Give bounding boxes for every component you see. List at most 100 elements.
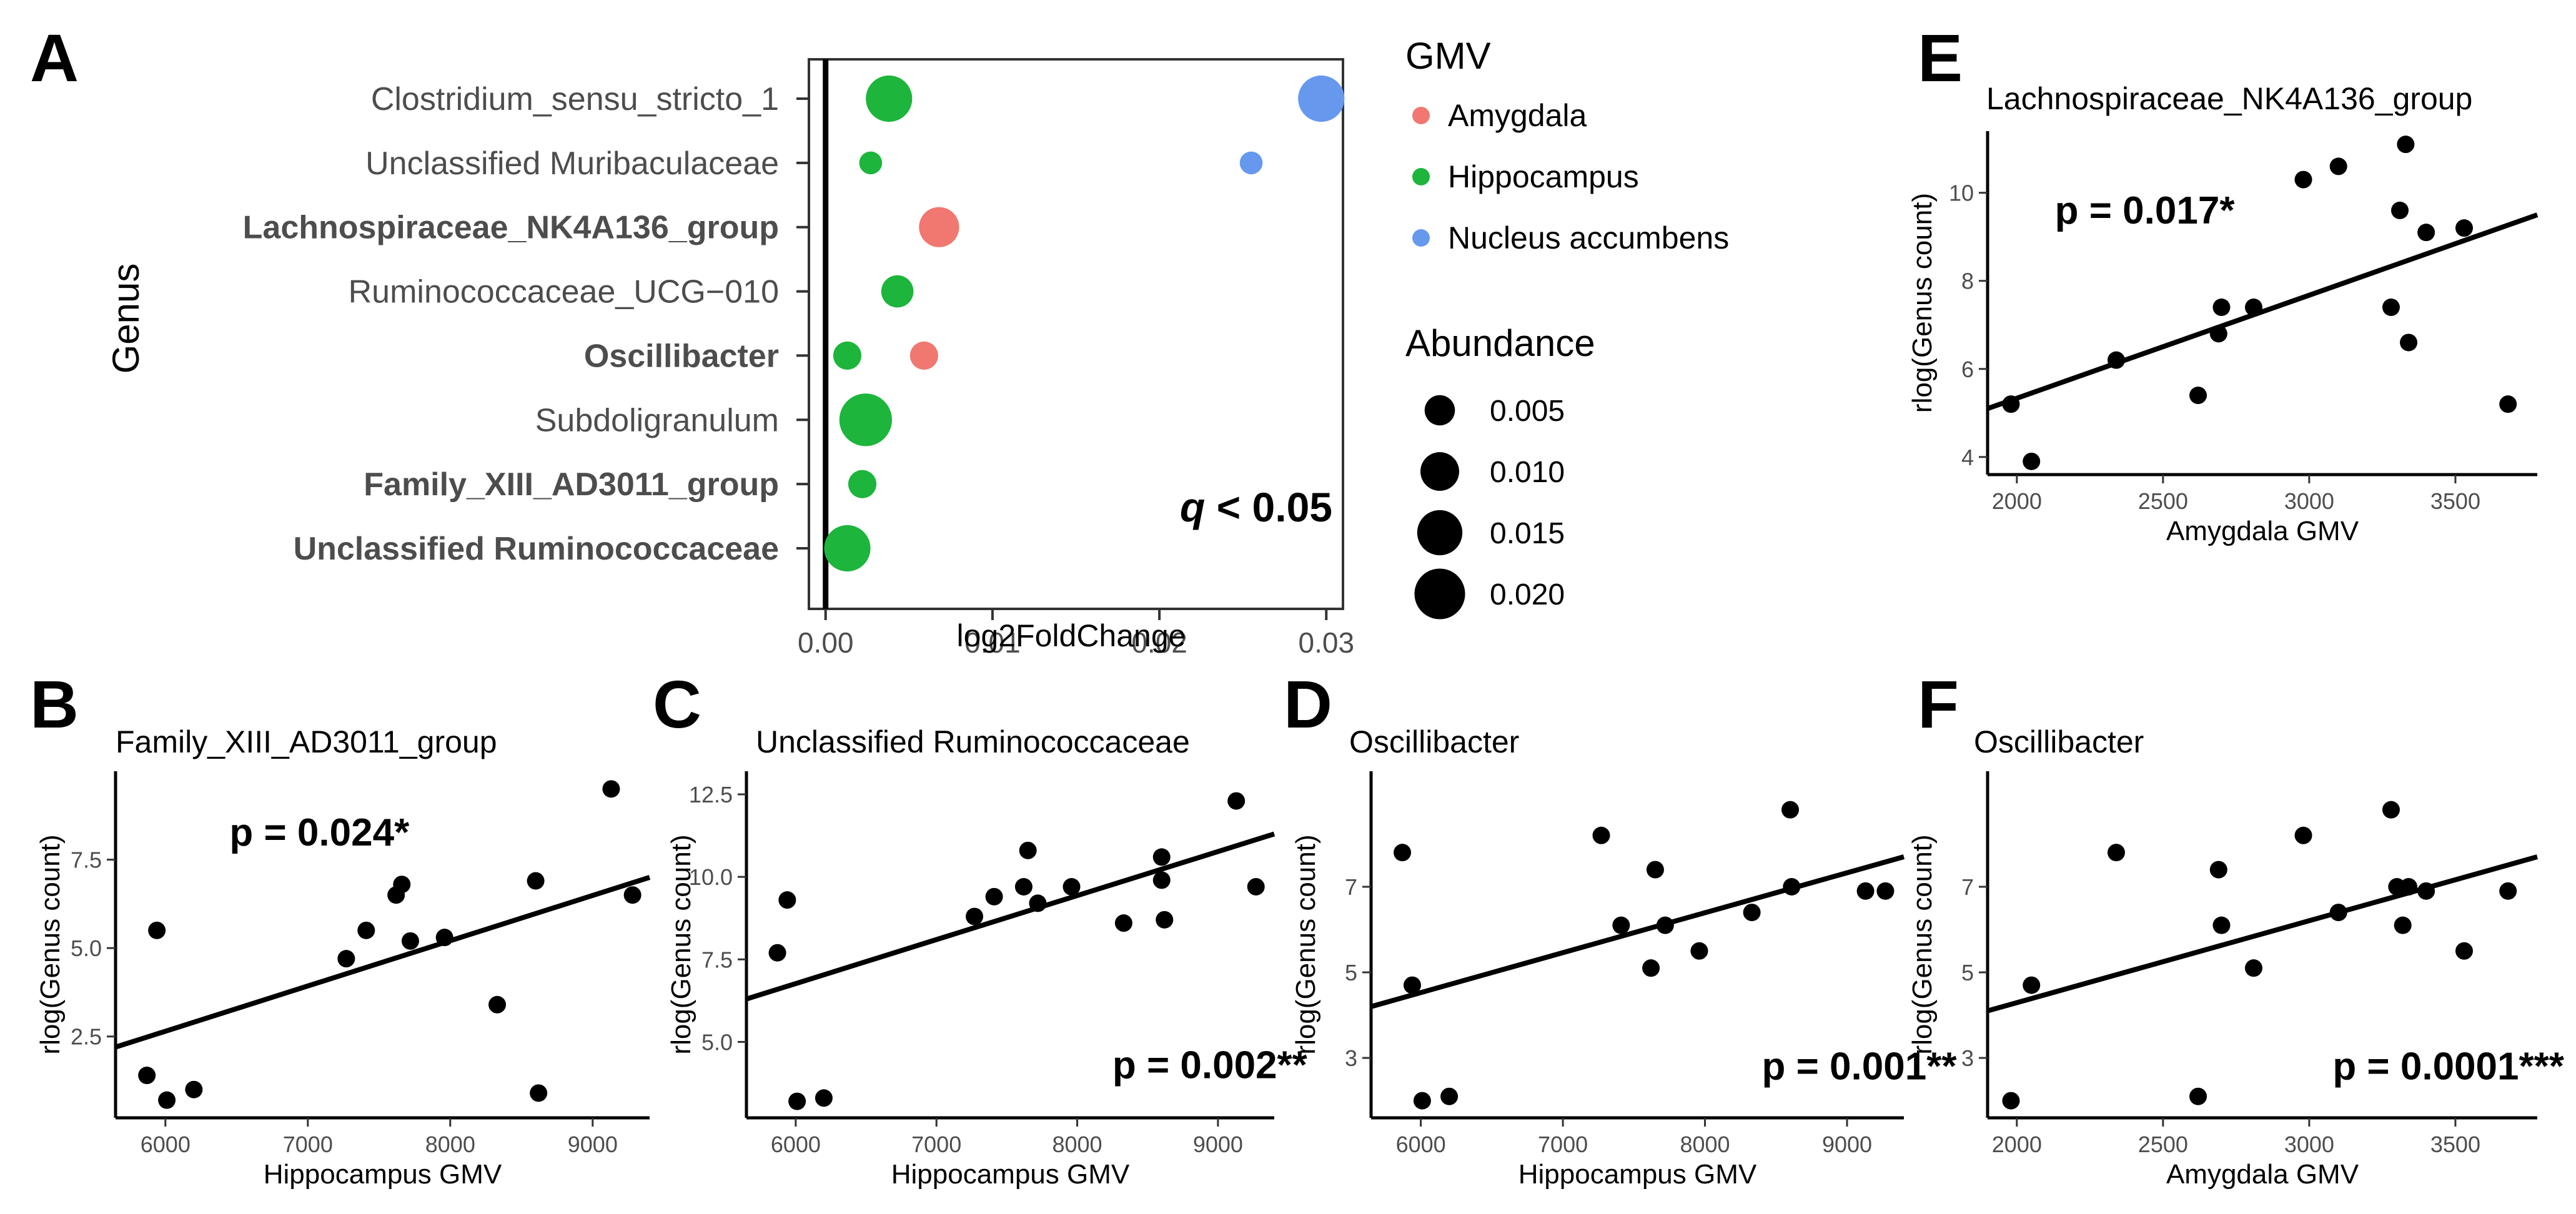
scatter-panels: Family_XIII_AD3011_group 6000 7000 8000 9000…: [35, 81, 2565, 1190]
panel-d-x-tick-label: 7000: [1538, 1132, 1588, 1157]
panel-b-point: [185, 1080, 203, 1098]
panel-e-point: [2294, 170, 2312, 189]
panel-e-point: [2212, 299, 2231, 317]
panel-f-x-tick-label: 3500: [2430, 1132, 2480, 1157]
panel-e-x-tick-label: 2500: [2138, 488, 2188, 514]
panel-a-q-annotation: q < 0.05: [1180, 484, 1332, 530]
panel-c-point: [1227, 792, 1246, 810]
panel-d-point: [1781, 801, 1800, 819]
panel-c-y-axis-title: rlog(Genus count): [666, 834, 696, 1054]
panel-d-point: [1592, 826, 1610, 844]
panel-c-y-tick-label: 5.0: [701, 1029, 733, 1055]
panel-c-p-value: p = 0.002**: [1112, 1044, 1308, 1087]
panel-f-y-tick-label: 7: [1961, 874, 1974, 900]
panel-letter-a: A: [30, 20, 79, 96]
panel-a-frame: [808, 58, 1344, 610]
panel-d-point: [1403, 976, 1421, 994]
panel-e-y-tick-label: 4: [1961, 445, 1974, 470]
panel-letter-d: D: [1284, 666, 1332, 742]
panel-letter-b: B: [30, 666, 79, 742]
panel-c-y-tick-label: 12.5: [689, 782, 733, 807]
panel-b-point: [527, 872, 545, 890]
panel-a-dot: [833, 341, 861, 370]
panel-a-x-tick-label: 0.01: [964, 626, 1021, 659]
panel-e-point: [2397, 136, 2415, 154]
legend-gmv-entries: Amygdala Hippocampus Nucleus accumbens: [1412, 98, 1729, 255]
panel-a-dot: [848, 470, 877, 498]
panel-c-point: [1014, 878, 1033, 896]
panel-b-point: [158, 1091, 176, 1109]
panel-f-point: [2329, 904, 2347, 922]
panel-a-x-tick-label: 0.03: [1299, 626, 1355, 659]
panel-a-dot: [824, 525, 871, 572]
panel-c-title: Unclassified Ruminococcaceae: [756, 724, 1190, 759]
panel-c-x-tick-label: 8000: [1052, 1132, 1102, 1157]
panel-e-point: [2189, 387, 2207, 405]
panel-a-dot: [909, 341, 938, 370]
panel-c-point: [1247, 878, 1265, 896]
panel-f-p-value: p = 0.0001***: [2332, 1045, 2564, 1088]
panel-c-point: [815, 1089, 833, 1107]
legend-abundance-title: Abundance: [1405, 322, 1595, 364]
panel-a-genus-label: Unclassified Muribaculaceae: [365, 146, 779, 182]
legend-abundance-swatch: [1424, 395, 1455, 426]
panel-f-point: [2212, 916, 2231, 934]
panel-d-y-tick-label: 5: [1345, 960, 1357, 985]
panel-a-genus-label: Subdoligranulum: [535, 402, 779, 438]
panel-e-y-tick-label: 8: [1961, 269, 1974, 294]
panel-f-point: [2294, 826, 2312, 844]
panel-e-x-tick-label: 3500: [2430, 488, 2480, 514]
legend-gmv-label: Amygdala: [1448, 98, 1587, 133]
panel-a-genus-label: Oscillibacter: [584, 338, 779, 374]
panel-c-point: [768, 944, 786, 962]
panel-e-x-axis-title: Amygdala GMV: [2166, 516, 2359, 546]
panel-d-point: [1856, 882, 1875, 900]
panel-c-point: [966, 907, 984, 925]
panel-e-point: [2417, 224, 2435, 242]
panel-b-p-value: p = 0.024*: [229, 811, 410, 854]
panel-e-point: [2382, 299, 2400, 317]
panel-e-y-axis-title: rlog(Genus count): [1907, 193, 1938, 413]
panel-b-y-tick-label: 5.0: [71, 935, 102, 961]
panel-f-point: [2244, 959, 2262, 977]
panel-a-genus-label: Lachnospiraceae_NK4A136_group: [243, 210, 779, 246]
panel-e-point: [2002, 395, 2020, 413]
panel-b-point: [138, 1067, 156, 1085]
panel-d-point: [1656, 916, 1674, 934]
panel-c-point: [1152, 848, 1171, 866]
panel-a-dot: [866, 75, 913, 122]
legend-gmv-swatch: [1412, 107, 1430, 124]
panel-f-y-axis-title: rlog(Genus count): [1907, 834, 1938, 1054]
panel-b-point: [602, 780, 620, 798]
panel-e-point: [2023, 452, 2041, 470]
legend-abundance-swatch: [1420, 452, 1459, 491]
panel-f-point: [2417, 882, 2435, 900]
panel-a-dot: [1298, 75, 1345, 122]
panel-b-point: [337, 950, 355, 968]
panel-d-point: [1646, 861, 1664, 879]
panel-e-x-tick-label: 2000: [1992, 488, 2042, 514]
panel-b-x-tick-label: 9000: [568, 1132, 618, 1157]
panel-a-dot: [859, 151, 883, 175]
panel-c-point: [788, 1092, 806, 1110]
panel-d-point: [1394, 844, 1412, 862]
panel-d-point: [1642, 959, 1660, 977]
legend-gmv-label: Hippocampus: [1448, 159, 1639, 194]
panel-letter-c: C: [653, 666, 701, 742]
panel-c-point: [1063, 878, 1081, 896]
panel-d-point: [1440, 1087, 1459, 1105]
panel-d-point: [1783, 878, 1801, 896]
panel-f-point: [2107, 844, 2125, 862]
panel-a-genus-label: Unclassified Ruminococcaceae: [294, 531, 779, 567]
panel-f-fit-line: [1986, 854, 2539, 1014]
legend-abundance-label: 0.005: [1490, 395, 1565, 428]
panel-a-dot: [1239, 151, 1263, 175]
legend-gmv-title: GMV: [1405, 35, 1491, 77]
panel-b-fit-line: [114, 875, 651, 1050]
panel-b-point: [488, 995, 507, 1014]
panel-e-title: Lachnospiraceae_NK4A136_group: [1986, 81, 2472, 116]
panel-f-y-tick-label: 5: [1961, 960, 1974, 985]
panel-f-point: [2189, 1087, 2207, 1105]
